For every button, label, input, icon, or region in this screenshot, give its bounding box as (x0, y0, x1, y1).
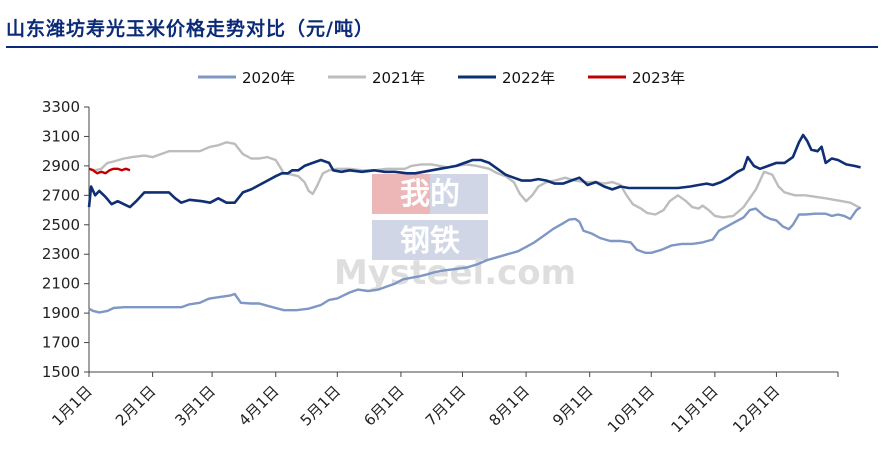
y-tick-label: 2900 (42, 157, 80, 175)
x-tick-label: 12月1日 (729, 382, 783, 436)
y-tick-label: 2100 (42, 275, 80, 293)
watermark-box-lower (372, 220, 488, 260)
watermark: 我的 钢铁 Mysteel.com (334, 174, 576, 293)
watermark-box-blue (430, 174, 488, 214)
y-tick-label: 1900 (42, 304, 80, 322)
legend-label: 2022年 (502, 69, 555, 87)
legend-label: 2020年 (242, 69, 295, 87)
watermark-text-2: 钢铁 (400, 224, 460, 259)
x-tick-label: 1月1日 (48, 382, 95, 429)
legend-label: 2021年 (372, 69, 425, 87)
y-tick-label: 2700 (42, 186, 80, 204)
x-tick-label: 2月1日 (112, 382, 159, 429)
y-tick-label: 2300 (42, 245, 80, 263)
series-line (88, 206, 862, 314)
watermark-text-1: 我的 (400, 177, 460, 212)
title-underline (6, 46, 878, 48)
series-lines (87, 133, 862, 314)
series-line (88, 167, 131, 175)
y-tick-label: 3300 (42, 98, 80, 116)
x-tick-label: 8月1日 (485, 382, 532, 429)
y-tick-label: 1700 (42, 334, 80, 352)
x-tick-label: 11月1日 (668, 382, 722, 436)
legend: 2020年 2021年 2022年 2023年 (198, 69, 685, 87)
x-tick-label: 7月1日 (422, 382, 469, 429)
x-tick-label: 6月1日 (360, 382, 407, 429)
watermark-box-red (372, 174, 430, 214)
watermark-brand: Mysteel.com (334, 253, 576, 293)
series-line (87, 133, 861, 209)
legend-label: 2023年 (632, 69, 685, 87)
chart-title: 山东潍坊寿光玉米价格走势对比（元/吨） (6, 18, 374, 40)
y-tick-label: 1500 (42, 363, 80, 381)
x-tick-label: 3月1日 (172, 382, 219, 429)
x-tick-label: 4月1日 (235, 382, 282, 429)
x-tick-label: 9月1日 (549, 382, 596, 429)
y-tick-label: 2500 (42, 216, 80, 234)
x-tick-label: 10月1日 (604, 382, 658, 436)
series-line (88, 141, 860, 219)
x-tick-label: 5月1日 (297, 382, 344, 429)
y-tick-label: 3100 (42, 127, 80, 145)
